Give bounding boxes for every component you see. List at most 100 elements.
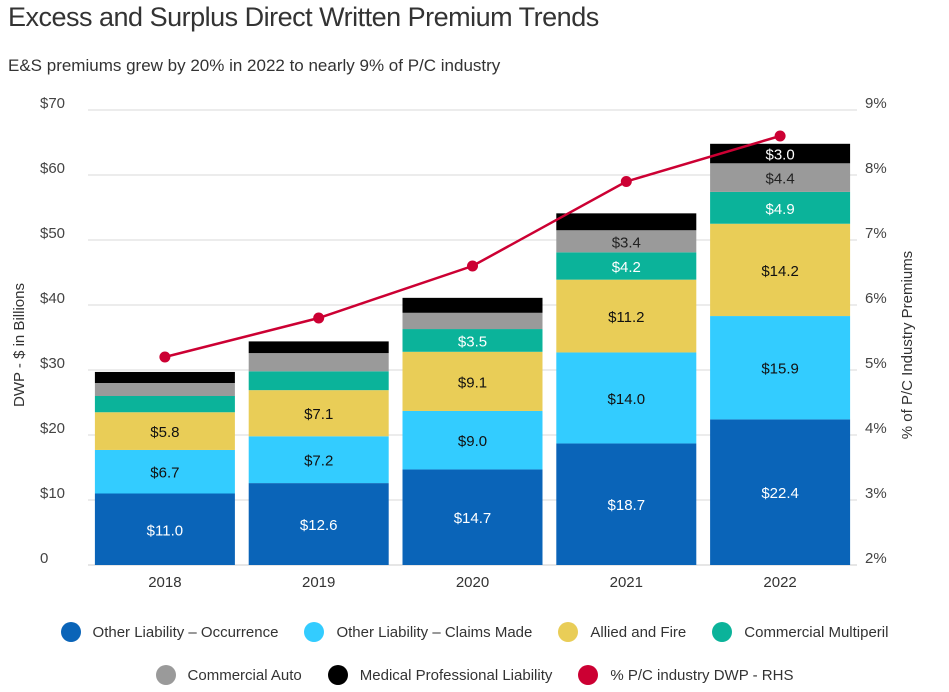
chart-subtitle: E&S premiums grew by 20% in 2022 to near… [8,56,501,75]
legend-item[interactable]: Commercial Multiperil [712,622,888,642]
legend-item[interactable]: Other Liability – Occurrence [60,622,278,642]
y-tick-label: $20 [40,420,65,437]
bar-data-label: $14.7 [454,510,492,527]
x-tick-label: 2021 [610,574,643,591]
y-right-tick-label: 8% [865,160,887,177]
y-tick-label: $60 [40,160,65,177]
y-right-tick-label: 4% [865,420,887,437]
bar-segment [248,483,389,565]
legend-item[interactable]: Commercial Auto [155,665,302,685]
legend-row-2: Commercial Auto Medical Professional Liab… [0,665,949,685]
bar-data-label: $4.9 [765,201,794,218]
bar-segment [248,353,389,372]
x-tick-label: 2019 [302,574,335,591]
bar-data-label: $11.0 [147,522,183,539]
bar-segment [556,252,697,280]
bar-data-label: $7.2 [304,453,333,470]
bar-data-label: $6.7 [150,465,179,482]
line-point [620,176,632,187]
legend-label: Commercial Multiperil [744,623,889,641]
line-point [313,312,325,324]
bar-segment [402,410,543,470]
legend-swatch-icon [60,622,81,642]
y-tick-label: $10 [40,485,65,502]
bar-segment [94,449,235,494]
legend-row-1: Other Liability – Occurrence Other Liabil… [0,622,949,642]
bar-segment [402,312,543,330]
y-right-tick-label: 7% [865,225,887,242]
bar-segment [556,352,697,444]
bar-segment [710,316,851,420]
bar-segment [710,419,851,565]
legend-label: Medical Professional Liability [359,666,553,684]
bar-data-label: $18.7 [608,497,646,514]
bar-segment [710,163,851,192]
bar-segment [710,191,851,224]
y-axis-label: DWP - $ in Billions [11,283,28,407]
bar-data-label: $22.4 [761,485,799,502]
legend-swatch-icon [578,665,599,685]
y-right-tick-label: 2% [865,550,887,567]
bar-data-label: $14.2 [761,263,799,280]
y-right-tick-label: 9% [865,95,887,112]
bar-data-label: $7.1 [304,406,333,423]
y-tick-label: $30 [40,355,65,372]
y-right-tick-label: 6% [865,290,887,307]
bar-segment [248,371,389,391]
bar-data-label: $11.2 [608,309,644,326]
x-tick-label: 2020 [456,574,489,591]
legend-item[interactable]: Medical Professional Liability [327,665,553,685]
bar-data-label: $5.8 [150,424,179,441]
line-point [774,130,786,142]
y-tick-label: 0 [40,550,48,567]
bar-segment [556,443,697,565]
legend-swatch-icon [558,622,579,642]
bar-segment [710,223,851,317]
y-tick-label: $50 [40,225,65,242]
bar-segment [556,213,697,231]
y-tick-label: $40 [40,290,65,307]
bar-segment [402,329,543,352]
bar-segment [94,412,235,450]
legend-swatch-icon [155,665,176,685]
legend-item[interactable]: Other Liability – Claims Made [304,622,532,642]
y-right-tick-label: 3% [865,485,887,502]
bar-data-label: $9.1 [458,374,487,391]
bar-segment [556,279,697,353]
bar-data-label: $3.0 [765,147,794,164]
bar-data-label: $3.4 [612,234,641,251]
bar-data-label: $12.6 [300,517,338,534]
bar-data-label: $3.5 [458,333,487,350]
bar-segment [94,396,235,413]
x-tick-label: 2018 [148,574,181,591]
bar-segment [94,493,235,565]
legend-label: Other Liability – Claims Made [336,623,533,641]
line-point [159,351,171,363]
bar-segment [94,371,235,383]
bar-segment [94,383,235,396]
legend-item[interactable]: % P/C industry DWP - RHS [578,665,793,685]
x-tick-label: 2022 [763,574,796,591]
bar-segment [248,341,389,354]
legend-item[interactable]: Allied and Fire [558,622,686,642]
y-tick-label: $70 [40,95,65,112]
bar-data-label: $9.0 [458,433,487,450]
bar-segment [402,297,543,313]
bar-data-label: $4.4 [765,171,794,188]
y-right-axis-label: % of P/C Industry Premiums [899,251,916,439]
bar-segment [710,143,851,164]
legend-swatch-icon [712,622,733,642]
bar-segment [248,390,389,437]
bar-data-label: $15.9 [761,361,799,378]
chart-title: Excess and Surplus Direct Written Premiu… [8,2,599,32]
line-point [467,260,478,272]
y-right-tick-label: 5% [865,355,887,372]
legend-label: Commercial Auto [187,666,302,684]
bar-data-label: $14.0 [608,391,646,408]
bar-segment [402,469,543,565]
bar-segment [402,351,543,411]
legend-swatch-icon [327,665,348,685]
legend-label: % P/C industry DWP - RHS [610,666,794,684]
